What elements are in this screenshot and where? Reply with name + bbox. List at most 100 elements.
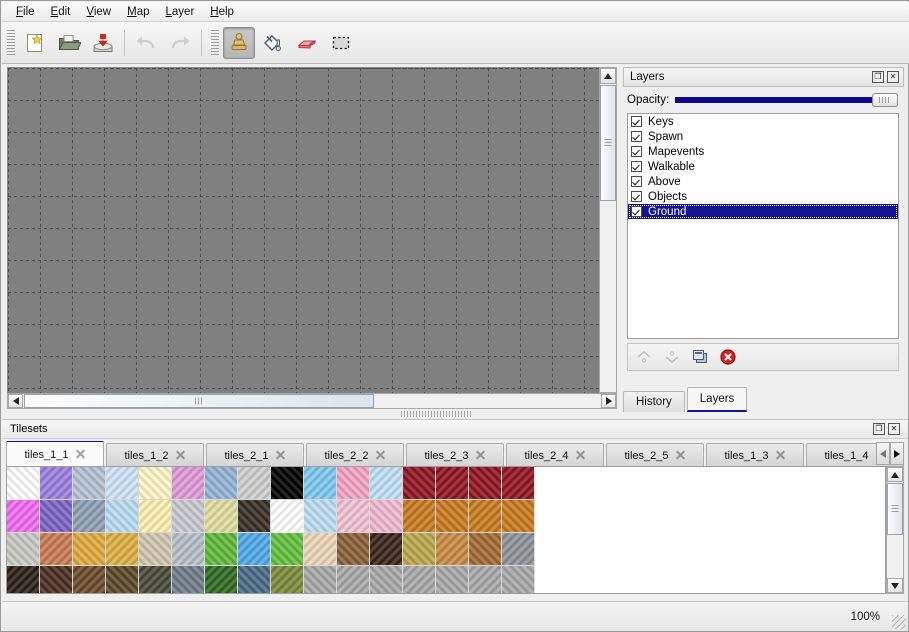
redo-button[interactable] <box>164 27 196 59</box>
close-icon[interactable] <box>175 450 186 461</box>
close-icon[interactable] <box>275 450 286 461</box>
map-horizontal-scrollbar[interactable] <box>7 393 617 409</box>
undo-button[interactable] <box>130 27 162 59</box>
tileset-tile[interactable] <box>40 533 73 566</box>
tileset-tile[interactable] <box>304 500 337 533</box>
bucket-fill-button[interactable] <box>257 27 289 59</box>
tileset-tile[interactable] <box>502 467 535 500</box>
layer-visibility-checkbox[interactable] <box>631 161 642 172</box>
tileset-scroll-thumb[interactable] <box>887 483 903 535</box>
tileset-tile[interactable] <box>7 533 40 566</box>
eraser-tool-button[interactable] <box>291 27 323 59</box>
layers-dock-close-button[interactable]: ✕ <box>887 71 899 83</box>
tileset-tile-grid[interactable] <box>7 467 535 593</box>
layer-visibility-checkbox[interactable] <box>631 146 642 157</box>
tileset-tile[interactable] <box>403 467 436 500</box>
tileset-tile[interactable] <box>403 533 436 566</box>
tileset-tile[interactable] <box>271 500 304 533</box>
tab-layers[interactable]: Layers <box>686 387 748 412</box>
tileset-tile[interactable] <box>403 566 436 593</box>
tileset-tile[interactable] <box>40 566 73 593</box>
tileset-tile[interactable] <box>139 566 172 593</box>
tileset-tile[interactable] <box>7 500 40 533</box>
tileset-tile[interactable] <box>205 467 238 500</box>
scroll-up-button[interactable] <box>600 68 616 84</box>
map-canvas[interactable] <box>7 67 617 409</box>
tileset-tile[interactable] <box>304 566 337 593</box>
tab-history[interactable]: History <box>623 391 685 412</box>
map-grid[interactable] <box>8 68 616 408</box>
tileset-tile[interactable] <box>436 500 469 533</box>
opacity-slider-handle[interactable] <box>872 93 898 107</box>
layer-visibility-checkbox[interactable] <box>631 206 642 217</box>
tileset-tile[interactable] <box>469 467 502 500</box>
close-icon[interactable] <box>475 450 486 461</box>
tileset-tile[interactable] <box>139 500 172 533</box>
tileset-tab-prev-button[interactable] <box>876 442 890 465</box>
layer-row-spawn[interactable]: Spawn <box>628 129 898 144</box>
tileset-tile[interactable] <box>238 467 271 500</box>
layer-row-ground[interactable]: Ground <box>628 204 898 219</box>
toolbar-grip-right[interactable] <box>211 29 219 56</box>
tileset-tile[interactable] <box>304 533 337 566</box>
tileset-tile[interactable] <box>205 533 238 566</box>
tileset-tile[interactable] <box>469 566 502 593</box>
tileset-tile[interactable] <box>238 500 271 533</box>
tileset-tile[interactable] <box>7 566 40 593</box>
tileset-tile[interactable] <box>337 566 370 593</box>
tileset-tile-grid-view[interactable] <box>6 466 886 594</box>
menu-help[interactable]: Help <box>210 5 234 18</box>
toolbar-grip-left[interactable] <box>7 29 15 56</box>
close-icon[interactable] <box>675 450 686 461</box>
layer-visibility-checkbox[interactable] <box>631 116 642 127</box>
close-icon[interactable] <box>775 450 786 461</box>
tileset-tile[interactable] <box>502 500 535 533</box>
tileset-tile[interactable] <box>172 533 205 566</box>
duplicate-layer-button[interactable] <box>690 347 710 367</box>
tileset-tile[interactable] <box>73 566 106 593</box>
tileset-tile[interactable] <box>337 467 370 500</box>
menu-map[interactable]: Map <box>127 5 150 18</box>
tileset-tile[interactable] <box>106 533 139 566</box>
layer-visibility-checkbox[interactable] <box>631 131 642 142</box>
tileset-tab-tiles_1_2[interactable]: tiles_1_2 <box>106 443 204 467</box>
tileset-tile[interactable] <box>238 566 271 593</box>
layers-dock-float-button[interactable]: ❐ <box>872 71 884 83</box>
tileset-tile[interactable] <box>106 500 139 533</box>
tileset-scroll-up-button[interactable] <box>887 467 903 482</box>
open-map-button[interactable] <box>53 27 85 59</box>
resize-grip[interactable] <box>892 615 906 629</box>
tileset-tile[interactable] <box>436 467 469 500</box>
tileset-tile[interactable] <box>205 500 238 533</box>
delete-layer-button[interactable] <box>718 347 738 367</box>
tileset-tile[interactable] <box>73 533 106 566</box>
close-icon[interactable] <box>375 450 386 461</box>
tilesets-dock-close-button[interactable]: ✕ <box>888 423 900 435</box>
tileset-scroll-down-button[interactable] <box>887 578 903 593</box>
tileset-tile[interactable] <box>271 533 304 566</box>
tileset-tab-tiles_2_2[interactable]: tiles_2_2 <box>306 443 404 467</box>
tileset-tile[interactable] <box>238 533 271 566</box>
tileset-tile[interactable] <box>469 500 502 533</box>
map-hscroll-thumb[interactable] <box>24 394 374 408</box>
tileset-tile[interactable] <box>172 500 205 533</box>
tileset-tile[interactable] <box>370 566 403 593</box>
save-map-button[interactable] <box>87 27 119 59</box>
tileset-tile[interactable] <box>370 533 403 566</box>
tileset-tile[interactable] <box>106 467 139 500</box>
move-layer-down-button[interactable] <box>662 347 682 367</box>
tileset-vertical-scrollbar[interactable] <box>886 466 904 594</box>
tileset-tile[interactable] <box>172 467 205 500</box>
tileset-tile[interactable] <box>469 533 502 566</box>
opacity-slider[interactable] <box>675 92 898 108</box>
rect-select-button[interactable] <box>325 27 357 59</box>
tileset-tab-next-button[interactable] <box>890 442 904 465</box>
layer-row-above[interactable]: Above <box>628 174 898 189</box>
tileset-tile[interactable] <box>502 533 535 566</box>
layer-visibility-checkbox[interactable] <box>631 191 642 202</box>
layer-row-keys[interactable]: Keys <box>628 114 898 129</box>
tileset-tile[interactable] <box>304 467 337 500</box>
tileset-tile[interactable] <box>40 500 73 533</box>
scroll-left-button[interactable] <box>8 394 23 408</box>
close-icon[interactable] <box>75 449 86 460</box>
